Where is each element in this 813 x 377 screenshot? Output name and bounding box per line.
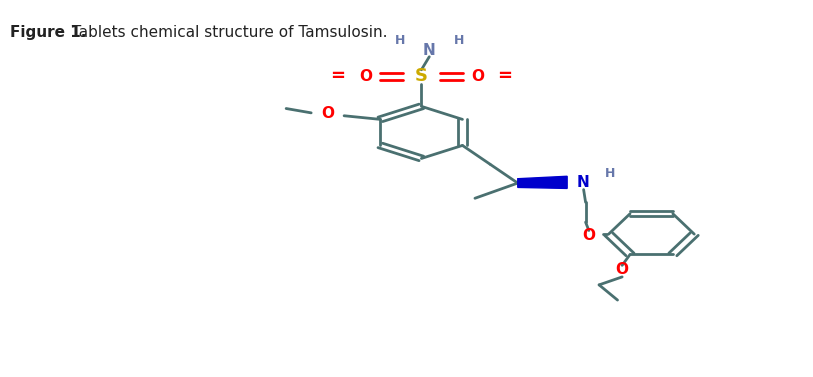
- Text: Figure 1.: Figure 1.: [10, 25, 86, 40]
- Text: H: H: [605, 167, 615, 180]
- Text: =: =: [498, 67, 512, 85]
- Text: Tablets chemical structure of Tamsulosin.: Tablets chemical structure of Tamsulosin…: [67, 25, 387, 40]
- Text: H: H: [394, 34, 405, 47]
- Text: O: O: [471, 69, 484, 84]
- Text: O: O: [321, 106, 334, 121]
- Text: O: O: [582, 228, 595, 244]
- Text: N: N: [577, 175, 589, 190]
- Text: H: H: [454, 34, 464, 47]
- Text: N: N: [423, 43, 436, 58]
- Text: =: =: [330, 67, 346, 85]
- Text: O: O: [359, 69, 372, 84]
- Polygon shape: [518, 176, 567, 188]
- Text: O: O: [615, 262, 628, 277]
- Text: S: S: [415, 67, 428, 85]
